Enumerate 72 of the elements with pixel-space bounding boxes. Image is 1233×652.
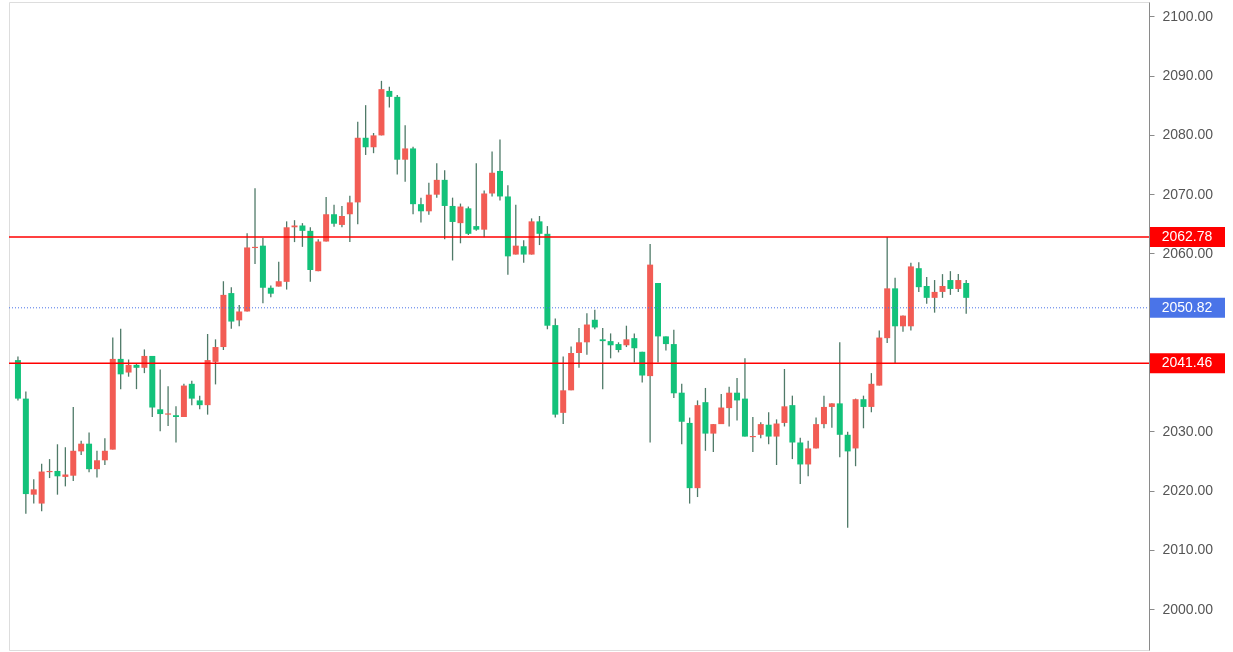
y-tick-label: 2060.00 xyxy=(1162,244,1214,261)
candlestick xyxy=(591,309,598,330)
candlestick xyxy=(402,124,409,183)
candlestick xyxy=(346,195,353,243)
y-tick-label: 2100.00 xyxy=(1162,7,1214,24)
candlestick xyxy=(828,402,835,429)
candlestick xyxy=(939,273,946,299)
candlestick xyxy=(844,431,851,529)
candlestick xyxy=(512,204,519,256)
candlestick xyxy=(54,443,61,496)
candlestick xyxy=(734,377,741,422)
candlestick xyxy=(718,393,725,425)
candlestick xyxy=(417,197,424,224)
candlestick xyxy=(599,327,606,390)
ref-line-label: 2050.82 xyxy=(1161,298,1213,315)
candlestick xyxy=(101,437,108,466)
candlestick xyxy=(331,204,338,228)
candlestick xyxy=(338,205,345,228)
candlestick xyxy=(726,386,733,428)
candlestick xyxy=(117,328,124,390)
candlestick xyxy=(781,368,788,428)
candlestick xyxy=(425,182,432,216)
candlestick xyxy=(710,423,717,453)
candlestick xyxy=(157,368,164,432)
candlestick xyxy=(212,338,219,386)
candlestick xyxy=(188,380,195,406)
candlestick xyxy=(473,162,480,232)
candlestick xyxy=(362,104,369,156)
ref-line-label: 2062.78 xyxy=(1161,227,1213,244)
candlestick xyxy=(947,270,954,296)
y-tick-label: 2000.00 xyxy=(1162,600,1214,617)
candlestick xyxy=(820,395,827,429)
candlestick xyxy=(141,348,148,374)
candlestick xyxy=(923,276,930,305)
candlestick xyxy=(236,304,243,327)
candlestick xyxy=(607,332,614,359)
candlestick xyxy=(797,437,804,485)
y-tick-label: 2030.00 xyxy=(1162,422,1214,439)
candlestick xyxy=(583,312,590,356)
candlestick xyxy=(172,405,179,444)
candlestick xyxy=(133,362,140,390)
y-tick-label: 2010.00 xyxy=(1162,541,1214,558)
y-tick-label: 2080.00 xyxy=(1162,126,1214,143)
candlestick xyxy=(165,385,172,427)
candlestick xyxy=(931,279,938,314)
candlestick xyxy=(576,327,582,369)
candlestick xyxy=(489,150,496,198)
candlestick xyxy=(868,372,875,413)
candlestick xyxy=(386,86,393,109)
y-tick-label: 2070.00 xyxy=(1162,185,1214,202)
candlestick xyxy=(370,132,377,154)
candlestick xyxy=(457,202,464,244)
candlestick xyxy=(631,332,638,364)
y-tick-label: 2090.00 xyxy=(1162,67,1214,84)
ref-line-label: 2041.46 xyxy=(1161,354,1213,371)
candlestick xyxy=(860,395,867,429)
candlestick xyxy=(449,197,456,262)
candlestick xyxy=(915,261,922,293)
candlestick xyxy=(520,239,527,264)
candlestick xyxy=(765,411,772,445)
candlestick xyxy=(30,478,37,505)
candlestick xyxy=(623,325,630,348)
y-tick-label: 2020.00 xyxy=(1162,482,1214,499)
candlestick xyxy=(275,261,282,288)
candlestick xyxy=(433,162,440,199)
candlestick xyxy=(560,355,567,425)
candlestick xyxy=(536,215,543,246)
candlestick xyxy=(93,450,100,479)
candlestick xyxy=(773,418,780,466)
candlestick xyxy=(299,222,306,248)
candlestick xyxy=(963,279,970,315)
candlestick xyxy=(805,440,812,477)
